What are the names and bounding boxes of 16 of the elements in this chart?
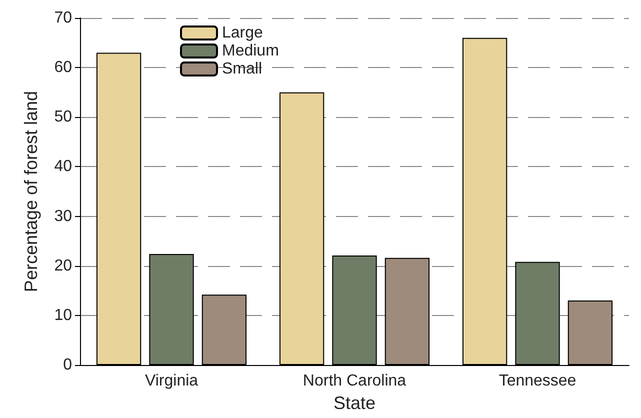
x-tick-label: Virginia [144,372,198,390]
legend-label: Small [222,60,262,78]
x-tick-label: Tennessee [498,372,576,390]
y-tick-label: 0 [63,356,72,374]
y-tick-label: 50 [54,108,72,126]
x-tick-label: North Carolina [302,372,406,390]
y-tick-label: 60 [54,59,72,76]
y-tick-label: 40 [54,158,72,176]
y-axis-title: Percentage of forest land [21,90,41,292]
y-tick-label: 30 [54,208,72,225]
y-tick-label: 10 [54,306,72,324]
legend-label: Medium [222,42,279,60]
y-tick-label: 20 [54,257,72,274]
x-axis-title: State [333,392,376,413]
legend-label: Large [222,24,264,42]
y-tick-label: 70 [54,10,72,26]
